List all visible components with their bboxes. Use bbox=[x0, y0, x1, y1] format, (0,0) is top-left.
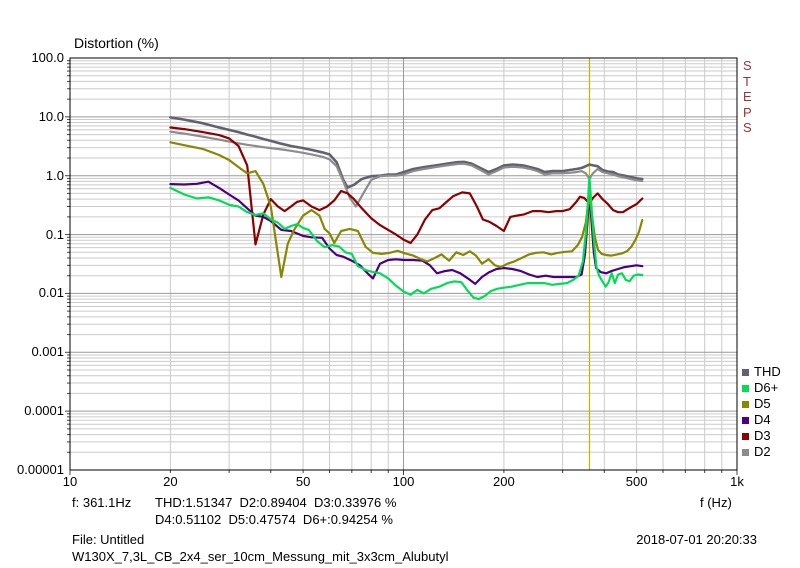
y-tick-label: 0.1 bbox=[45, 226, 64, 242]
x-tick-label: 100 bbox=[392, 474, 415, 489]
legend-swatch-d3 bbox=[742, 432, 749, 440]
legend-label-d4: D4 bbox=[754, 412, 771, 427]
legend-swatch-thd bbox=[742, 368, 749, 376]
x-tick-label: 200 bbox=[493, 474, 515, 489]
x-axis-unit-label: f (Hz) bbox=[700, 495, 732, 510]
legend-label-d5: D5 bbox=[754, 396, 771, 411]
x-tick-label: 50 bbox=[295, 474, 311, 489]
series-curve-d4 bbox=[169, 180, 644, 285]
y-tick-label: 0.01 bbox=[38, 285, 64, 301]
distortion-readout-line2: D4:0.51102 D5:0.47574 D6+:0.94254 % bbox=[155, 512, 393, 527]
x-tick-label: 20 bbox=[163, 474, 178, 489]
legend-label-d2: D2 bbox=[754, 444, 771, 459]
y-tick-label: 100.0 bbox=[31, 50, 64, 65]
y-tick-label: 0.0001 bbox=[24, 403, 64, 419]
legend-item-d5: D5 bbox=[742, 396, 781, 412]
y-tick-label: 0.001 bbox=[31, 344, 64, 360]
legend-swatch-d6plus bbox=[742, 384, 749, 392]
chart-title: Distortion (%) bbox=[74, 35, 159, 51]
series-curve-d2 bbox=[169, 130, 644, 208]
x-tick-label: 10 bbox=[62, 474, 78, 489]
plot-canvas[interactable] bbox=[60, 50, 747, 476]
timestamp: 2018-07-01 20:20:33 bbox=[636, 532, 757, 547]
measurement-name: W130X_7,3L_CB_2x4_ser_10cm_Messung_mit_3… bbox=[72, 549, 449, 564]
legend-label-d6plus: D6+ bbox=[754, 380, 779, 395]
legend: THD D6+ D5 D4 D3 D2 bbox=[742, 364, 781, 460]
y-tick-label: 0.00001 bbox=[17, 462, 64, 477]
legend-item-d4: D4 bbox=[742, 412, 781, 428]
series-curve-d5 bbox=[169, 141, 644, 279]
plot-border bbox=[69, 57, 738, 471]
legend-swatch-d4 bbox=[742, 416, 749, 424]
legend-item-d6plus: D6+ bbox=[742, 380, 781, 396]
legend-label-d3: D3 bbox=[754, 428, 771, 443]
file-name-label: File: Untitled bbox=[72, 532, 145, 547]
x-tick-label: 1k bbox=[730, 474, 744, 489]
series-curve-thd bbox=[169, 116, 644, 189]
legend-swatch-d2 bbox=[742, 448, 749, 456]
distortion-readout-line1: THD:1.51347 D2:0.89404 D3:0.33976 % bbox=[155, 495, 397, 510]
y-tick-label: 1.0 bbox=[45, 167, 64, 183]
series-curve-d6plus bbox=[169, 176, 644, 301]
legend-item-d2: D2 bbox=[742, 444, 781, 460]
series-curve-d3 bbox=[169, 126, 644, 246]
y-tick-label: 10.0 bbox=[38, 108, 64, 124]
legend-swatch-d5 bbox=[742, 400, 749, 408]
legend-label-thd: THD bbox=[754, 364, 781, 379]
cursor-frequency-readout: f: 361.1Hz bbox=[72, 495, 132, 510]
legend-item-d3: D3 bbox=[742, 428, 781, 444]
x-tick-label: 500 bbox=[625, 474, 648, 489]
steps-program-label: S T E P S bbox=[743, 58, 752, 135]
legend-item-thd: THD bbox=[742, 364, 781, 380]
